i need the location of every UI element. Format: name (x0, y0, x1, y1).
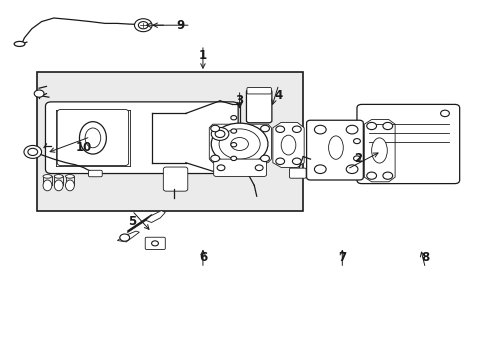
Circle shape (366, 122, 376, 130)
Ellipse shape (54, 180, 63, 191)
Polygon shape (117, 231, 139, 242)
Ellipse shape (328, 136, 343, 159)
Text: 9: 9 (176, 19, 184, 32)
Text: 5: 5 (128, 215, 136, 228)
FancyBboxPatch shape (356, 104, 459, 184)
Circle shape (230, 143, 236, 147)
Circle shape (382, 122, 392, 130)
Text: 6: 6 (199, 251, 206, 264)
Circle shape (353, 139, 360, 144)
Circle shape (366, 172, 376, 179)
FancyBboxPatch shape (289, 168, 305, 178)
Circle shape (314, 125, 325, 134)
Circle shape (440, 110, 448, 117)
Ellipse shape (85, 128, 101, 148)
Circle shape (138, 22, 148, 29)
Circle shape (210, 155, 219, 162)
Circle shape (292, 126, 301, 132)
Circle shape (275, 126, 284, 132)
FancyBboxPatch shape (145, 237, 165, 249)
Text: 7: 7 (338, 251, 346, 264)
Circle shape (211, 123, 267, 165)
Ellipse shape (54, 175, 63, 178)
Circle shape (314, 165, 325, 174)
Polygon shape (364, 120, 394, 182)
Circle shape (210, 125, 219, 132)
Circle shape (255, 165, 263, 171)
Ellipse shape (371, 138, 386, 163)
FancyBboxPatch shape (45, 102, 238, 174)
Circle shape (28, 148, 38, 156)
FancyBboxPatch shape (213, 159, 266, 176)
FancyBboxPatch shape (57, 109, 128, 166)
Text: 2: 2 (353, 152, 361, 165)
Text: 8: 8 (421, 251, 428, 264)
Circle shape (260, 155, 269, 162)
Circle shape (217, 165, 224, 171)
Polygon shape (145, 211, 165, 222)
FancyBboxPatch shape (88, 170, 102, 177)
Circle shape (134, 19, 152, 32)
FancyBboxPatch shape (163, 167, 187, 191)
Circle shape (151, 241, 158, 246)
Circle shape (275, 158, 284, 165)
FancyBboxPatch shape (306, 120, 363, 180)
Circle shape (230, 138, 248, 150)
Circle shape (34, 90, 44, 97)
Ellipse shape (65, 175, 74, 178)
Text: 4: 4 (274, 89, 282, 102)
Ellipse shape (43, 180, 52, 191)
Ellipse shape (281, 135, 295, 155)
Circle shape (215, 130, 224, 138)
Ellipse shape (43, 175, 52, 178)
Circle shape (230, 116, 236, 120)
Circle shape (346, 125, 357, 134)
Polygon shape (272, 122, 304, 167)
Circle shape (292, 158, 301, 165)
Text: 1: 1 (199, 49, 206, 62)
Ellipse shape (80, 122, 106, 154)
Circle shape (346, 165, 357, 174)
Ellipse shape (65, 180, 74, 191)
Circle shape (382, 172, 392, 179)
Circle shape (230, 156, 236, 161)
Bar (351, 135, 362, 164)
FancyBboxPatch shape (246, 87, 271, 94)
Circle shape (260, 125, 269, 132)
Text: 10: 10 (76, 141, 92, 154)
Circle shape (120, 234, 129, 241)
Circle shape (219, 129, 260, 159)
Polygon shape (209, 124, 271, 163)
Circle shape (211, 127, 228, 140)
Circle shape (353, 156, 360, 161)
FancyBboxPatch shape (246, 90, 271, 123)
Circle shape (230, 129, 236, 133)
Ellipse shape (14, 41, 25, 46)
Bar (37, 72, 303, 211)
Text: 3: 3 (235, 94, 243, 107)
Circle shape (24, 145, 41, 158)
